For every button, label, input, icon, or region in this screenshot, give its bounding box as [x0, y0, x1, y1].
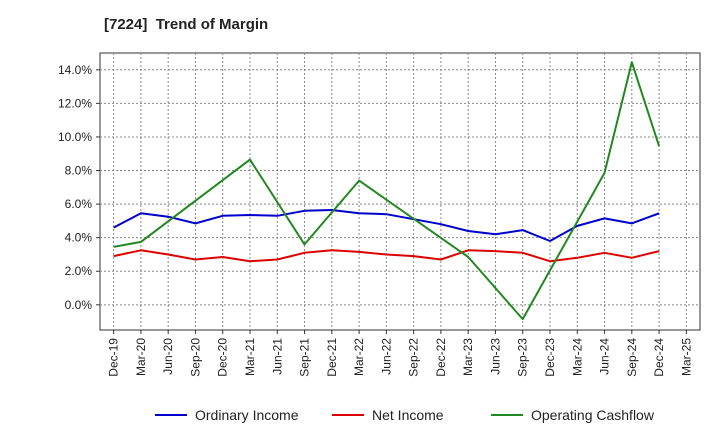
x-tick-label: Mar-25	[679, 338, 693, 376]
x-tick-label: Sep-23	[516, 338, 530, 377]
plot-area	[99, 52, 701, 331]
x-tick-label: Dec-19	[107, 338, 121, 377]
y-tick-label: 0.0%	[65, 298, 93, 312]
chart-title: [7224] Trend of Margin	[104, 16, 269, 33]
x-tick-label: Mar-20	[134, 338, 148, 376]
y-tick-label: 6.0%	[65, 197, 93, 211]
y-tick-label: 8.0%	[65, 164, 93, 178]
x-tick-label: Mar-24	[570, 338, 584, 376]
x-tick-label: Dec-20	[216, 338, 230, 377]
y-tick-label: 4.0%	[65, 231, 93, 245]
series-line-2	[113, 61, 661, 321]
x-tick-label: Mar-22	[352, 338, 366, 376]
x-tick-label: Jun-24	[598, 338, 612, 375]
x-tick-label: Jun-20	[161, 338, 175, 375]
y-tick-label: 2.0%	[65, 264, 93, 278]
legend-label: Operating Cashflow	[531, 407, 655, 423]
y-axis-ticks: 0.0% 2.0% 4.0% 6.0% 8.0% 10.0% 12.0% 14.0%	[58, 63, 100, 312]
x-tick-label: Sep-21	[298, 338, 312, 377]
x-tick-label: Jun-21	[270, 338, 284, 375]
x-tick-label: Sep-24	[625, 338, 639, 377]
x-tick-label: Jun-23	[488, 338, 502, 375]
x-tick-label: Jun-22	[379, 338, 393, 375]
x-tick-label: Mar-23	[461, 338, 475, 376]
x-tick-label: Sep-20	[188, 338, 202, 377]
y-tick-label: 12.0%	[58, 96, 92, 110]
series-lines	[113, 61, 661, 321]
x-tick-label: Mar-21	[243, 338, 257, 376]
x-axis-ticks: Dec-19 Mar-20 Jun-20 Sep-20 Dec-20 Mar-21 Jun-…	[107, 330, 693, 377]
grid-lines	[100, 53, 700, 330]
legend: Ordinary Income Net Income Operating Cashf…	[155, 407, 655, 423]
y-tick-label: 10.0%	[58, 130, 92, 144]
x-tick-label: Dec-23	[543, 338, 557, 377]
legend-label: Net Income	[372, 407, 444, 423]
series-line-1	[113, 249, 660, 263]
series-line-0	[113, 209, 660, 242]
y-tick-label: 14.0%	[58, 63, 92, 77]
legend-label: Ordinary Income	[195, 407, 299, 423]
x-tick-label: Sep-22	[407, 338, 421, 377]
x-tick-label: Dec-21	[325, 338, 339, 377]
x-tick-label: Dec-22	[434, 338, 448, 377]
x-tick-label: Dec-24	[652, 338, 666, 377]
